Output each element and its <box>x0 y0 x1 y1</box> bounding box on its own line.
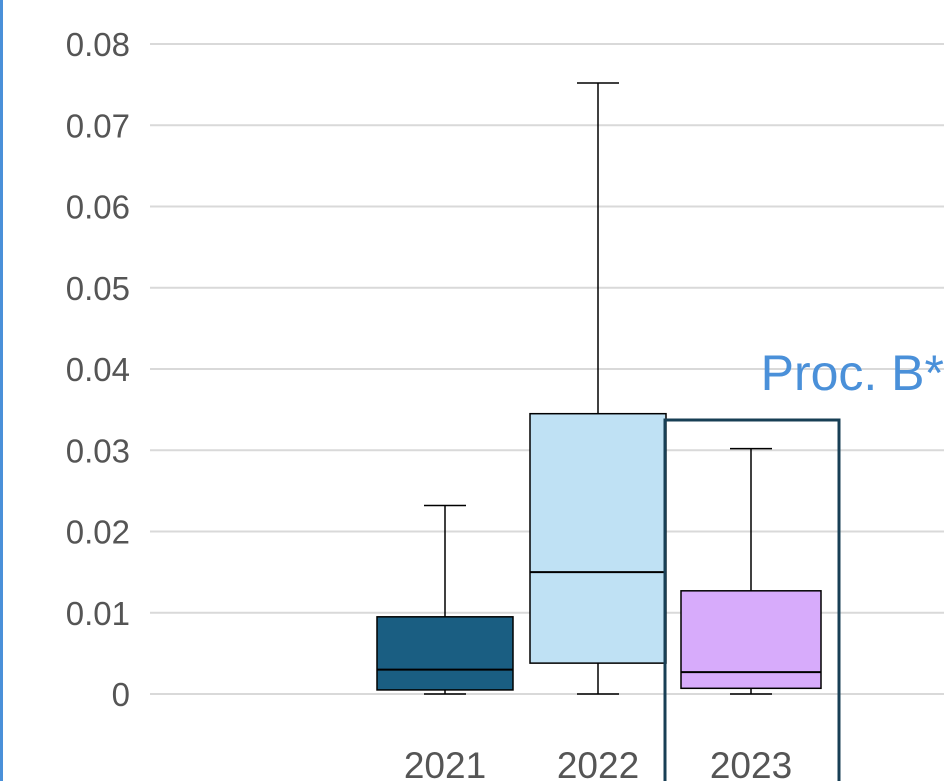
y-tick-label: 0.04 <box>66 351 130 388</box>
boxes <box>376 82 822 695</box>
annotation-proc-b: Proc. B* <box>761 345 944 401</box>
box-iqr <box>529 412 667 664</box>
y-tick-label: 0.02 <box>66 514 130 551</box>
x-category-label: 2022 <box>557 745 639 781</box>
box-2023 <box>680 447 822 695</box>
x-category-label: 2023 <box>710 745 792 781</box>
box-2022 <box>529 82 667 695</box>
left-accent-edge <box>0 0 3 781</box>
y-tick-label: 0.03 <box>66 432 130 469</box>
y-tick-label: 0.08 <box>66 26 130 63</box>
box-iqr <box>680 590 822 690</box>
y-tick-label: 0.07 <box>66 107 130 144</box>
y-tick-label: 0.01 <box>66 595 130 632</box>
x-category-label: 2021 <box>404 745 486 781</box>
box-2021 <box>376 504 514 695</box>
y-axis-ticks: 0 0.01 0.02 0.03 0.04 0.05 0.06 0.07 0.08 <box>66 26 130 713</box>
y-tick-label: 0.06 <box>66 189 130 226</box>
y-tick-label: 0.05 <box>66 270 130 307</box>
y-tick-label: 0 <box>112 676 130 713</box>
x-axis-categories: 2021 2022 2023 <box>404 745 792 781</box>
highlight-frame-2023 <box>663 418 841 781</box>
box-iqr <box>376 616 514 691</box>
